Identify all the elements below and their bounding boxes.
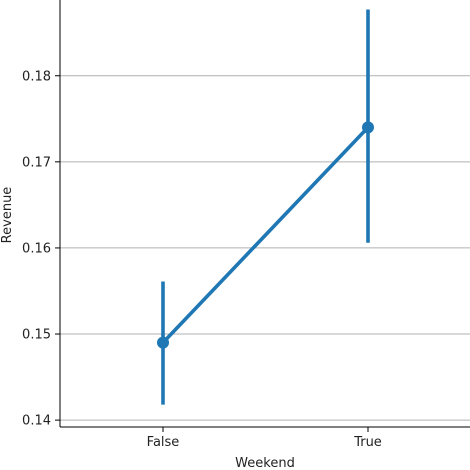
point-false: [157, 336, 169, 349]
gridlines: [60, 75, 470, 421]
y-tick-label: 0.14: [22, 414, 51, 429]
x-tick-label-false: False: [147, 435, 180, 450]
y-tick-label: 0.17: [22, 155, 51, 170]
ticks: 0.14 0.15 0.16 0.17 0.18 False True: [22, 69, 382, 450]
y-tick-label: 0.16: [22, 241, 51, 256]
y-axis-title: Revenue: [0, 187, 15, 244]
x-axis-title: Weekend: [235, 456, 295, 470]
axes: [59, 0, 470, 428]
point-true: [362, 121, 374, 134]
x-tick-label-true: True: [353, 435, 382, 450]
y-tick-label: 0.18: [22, 69, 51, 84]
data-marks: [157, 9, 374, 405]
y-tick-label: 0.15: [22, 328, 51, 343]
series-line: [161, 126, 370, 344]
